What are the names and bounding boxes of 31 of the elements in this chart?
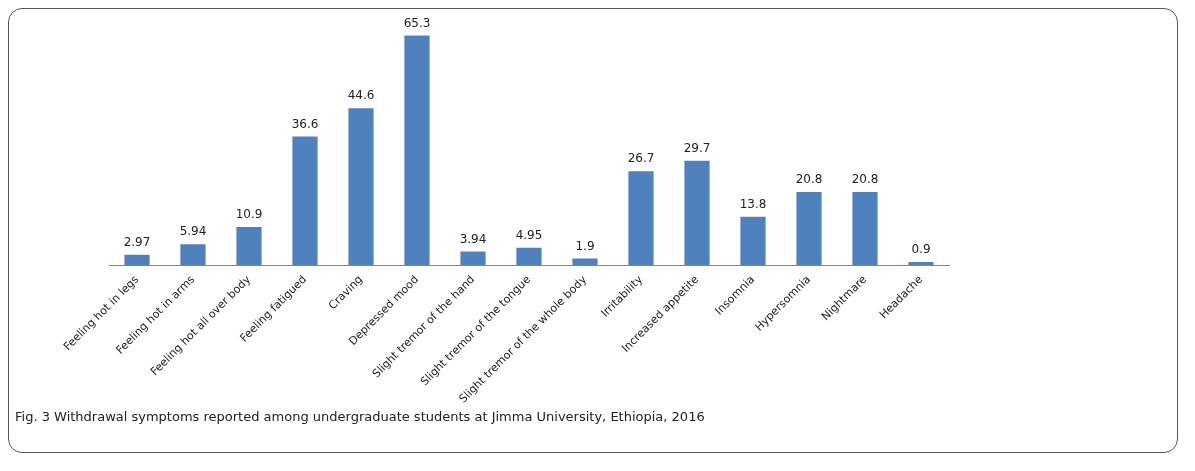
bar: [852, 192, 878, 266]
data-label: 10.9: [235, 207, 263, 222]
data-label: 0.9: [911, 242, 931, 257]
bar: [796, 192, 822, 266]
bar: [180, 244, 206, 266]
bar: [684, 160, 710, 266]
bar: [236, 226, 262, 266]
data-label: 2.97: [123, 234, 151, 249]
bar: [572, 258, 598, 266]
bar: [628, 171, 654, 266]
data-label: 26.7: [627, 151, 655, 166]
data-label: 3.94: [459, 231, 487, 246]
data-label: 44.6: [347, 88, 375, 103]
data-label: 20.8: [851, 172, 879, 187]
bar: [516, 247, 542, 266]
data-label: 20.8: [795, 172, 823, 187]
bar: [740, 216, 766, 266]
data-label: 1.9: [575, 238, 595, 253]
data-label: 5.94: [179, 224, 207, 239]
bar: [124, 254, 150, 266]
data-label: 4.95: [515, 227, 543, 242]
data-label: 29.7: [683, 140, 711, 155]
bar: [292, 136, 318, 266]
data-label: 36.6: [291, 116, 319, 131]
bar: [908, 262, 934, 266]
data-label: 65.3: [403, 15, 431, 30]
data-label: 13.8: [739, 196, 767, 211]
bar: [460, 251, 486, 266]
bar: [348, 108, 374, 266]
caption: Fig. 3 Withdrawal symptoms reported among undergraduate students at Jimma University, Ethiopia, 2016: [14, 409, 706, 424]
bar: [404, 35, 430, 266]
